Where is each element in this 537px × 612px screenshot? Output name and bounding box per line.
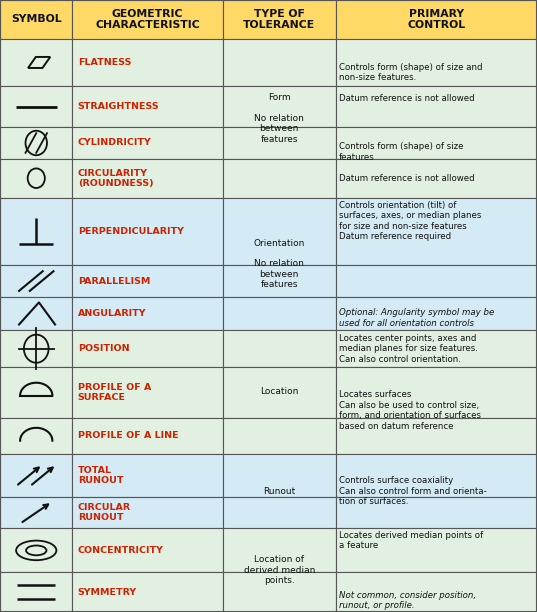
- Text: Orientation

No relation
between
features: Orientation No relation between features: [253, 239, 305, 289]
- Bar: [0, 367, 72, 418]
- Text: CIRCULAR
RUNOUT: CIRCULAR RUNOUT: [78, 503, 131, 522]
- Bar: [72, 266, 223, 297]
- Text: Locates derived median points of
a feature: Locates derived median points of a featu…: [339, 531, 483, 550]
- Bar: [72, 367, 223, 418]
- Bar: [0, 127, 72, 159]
- Bar: [223, 297, 336, 330]
- Text: PARALLELISM: PARALLELISM: [78, 277, 150, 286]
- Text: Not common, consider position,
runout, or profile.: Not common, consider position, runout, o…: [339, 591, 476, 610]
- Bar: [223, 39, 336, 86]
- Bar: [223, 418, 336, 454]
- Bar: [0, 528, 72, 572]
- Text: PRIMARY
CONTROL: PRIMARY CONTROL: [407, 9, 466, 30]
- Bar: [336, 86, 537, 127]
- Bar: [0, 297, 72, 330]
- Bar: [223, 127, 336, 159]
- Text: SYMBOL: SYMBOL: [11, 15, 62, 24]
- Bar: [223, 330, 336, 367]
- Bar: [336, 528, 537, 572]
- Text: TOTAL
RUNOUT: TOTAL RUNOUT: [78, 466, 124, 485]
- Bar: [336, 454, 537, 497]
- Bar: [0, 86, 72, 127]
- Text: PERPENDICULARITY: PERPENDICULARITY: [78, 227, 184, 236]
- Bar: [223, 454, 336, 497]
- Bar: [0, 454, 72, 497]
- Text: Optional: Angularity symbol may be
used for all orientation controls: Optional: Angularity symbol may be used …: [339, 308, 494, 327]
- Bar: [0, 418, 72, 454]
- Text: STRAIGHTNESS: STRAIGHTNESS: [78, 102, 159, 111]
- Text: PROFILE OF A
SURFACE: PROFILE OF A SURFACE: [78, 383, 151, 402]
- Bar: [223, 159, 336, 198]
- Text: CIRCULARITY
(ROUNDNESS): CIRCULARITY (ROUNDNESS): [78, 168, 154, 188]
- Bar: [0, 39, 72, 86]
- Bar: [72, 198, 223, 266]
- Bar: [72, 39, 223, 86]
- Text: Location: Location: [260, 387, 299, 397]
- Bar: [72, 127, 223, 159]
- Bar: [0, 198, 72, 266]
- Bar: [72, 330, 223, 367]
- Text: Controls surface coaxiality
Can also control form and orienta-
tion of surfaces.: Controls surface coaxiality Can also con…: [339, 476, 487, 506]
- Bar: [336, 159, 537, 198]
- Bar: [223, 198, 336, 266]
- Bar: [336, 266, 537, 297]
- Bar: [336, 572, 537, 612]
- Bar: [223, 367, 336, 418]
- Bar: [336, 418, 537, 454]
- Text: Locates surfaces
Can also be used to control size,
form, and orientation of surf: Locates surfaces Can also be used to con…: [339, 390, 481, 431]
- Bar: [336, 0, 537, 39]
- Text: Location of
derived median
points.: Location of derived median points.: [244, 555, 315, 585]
- Text: PROFILE OF A LINE: PROFILE OF A LINE: [78, 431, 178, 440]
- Text: GEOMETRIC
CHARACTERISTIC: GEOMETRIC CHARACTERISTIC: [95, 9, 200, 30]
- Bar: [336, 367, 537, 418]
- Bar: [0, 266, 72, 297]
- Text: FLATNESS: FLATNESS: [78, 58, 131, 67]
- Bar: [72, 497, 223, 528]
- Bar: [223, 572, 336, 612]
- Bar: [72, 528, 223, 572]
- Bar: [72, 0, 223, 39]
- Text: TYPE OF
TOLERANCE: TYPE OF TOLERANCE: [243, 9, 315, 30]
- Bar: [72, 297, 223, 330]
- Text: Controls form (shape) of size and
non-size features.

Datum reference is not all: Controls form (shape) of size and non-si…: [339, 63, 482, 103]
- Text: POSITION: POSITION: [78, 344, 129, 353]
- Text: Form

No relation
between
features: Form No relation between features: [255, 93, 304, 144]
- Text: Locates center points, axes and
median planes for size features.
Can also contro: Locates center points, axes and median p…: [339, 334, 478, 364]
- Bar: [0, 330, 72, 367]
- Text: Controls orientation (tilt) of
surfaces, axes, or median planes
for size and non: Controls orientation (tilt) of surfaces,…: [339, 201, 481, 241]
- Text: Runout: Runout: [263, 487, 295, 496]
- Bar: [223, 497, 336, 528]
- Bar: [336, 330, 537, 367]
- Bar: [336, 39, 537, 86]
- Bar: [72, 454, 223, 497]
- Bar: [336, 198, 537, 266]
- Text: Controls form (shape) of size
features

Datum reference is not allowed: Controls form (shape) of size features D…: [339, 143, 475, 182]
- Text: SYMMETRY: SYMMETRY: [78, 588, 137, 597]
- Bar: [0, 0, 72, 39]
- Text: ANGULARITY: ANGULARITY: [78, 309, 147, 318]
- Text: CONCENTRICITY: CONCENTRICITY: [78, 546, 164, 555]
- Bar: [0, 572, 72, 612]
- Bar: [0, 497, 72, 528]
- Bar: [336, 127, 537, 159]
- Bar: [0, 159, 72, 198]
- Bar: [336, 297, 537, 330]
- Bar: [223, 528, 336, 572]
- Bar: [223, 0, 336, 39]
- Bar: [223, 266, 336, 297]
- Bar: [72, 572, 223, 612]
- Bar: [336, 497, 537, 528]
- Bar: [72, 86, 223, 127]
- Bar: [223, 86, 336, 127]
- Bar: [72, 418, 223, 454]
- Text: CYLINDRICITY: CYLINDRICITY: [78, 138, 151, 147]
- Bar: [72, 159, 223, 198]
